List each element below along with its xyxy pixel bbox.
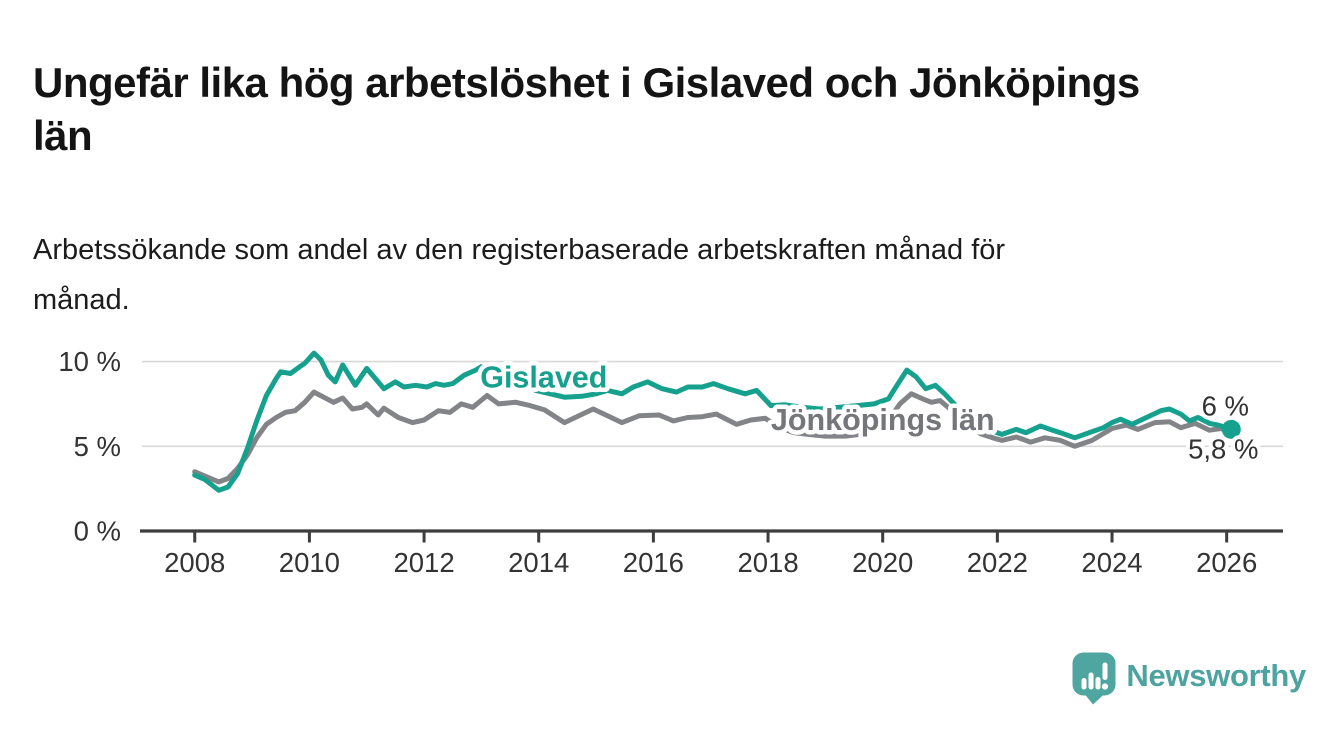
y-axis-tick-label: 10 % [58, 346, 121, 377]
newsworthy-logo-text: Newsworthy [1126, 658, 1306, 693]
series-label-gislaved: Gislaved [480, 361, 607, 395]
series-end-dot [1221, 419, 1241, 439]
x-axis-tick-label: 2020 [852, 547, 913, 578]
y-axis-tick-label: 5 % [74, 431, 121, 462]
x-axis-tick-label: 2008 [164, 547, 225, 578]
page-title: Ungefär lika hög arbetslöshet i Gislaved… [33, 56, 1323, 162]
x-axis-tick-label: 2012 [393, 547, 454, 578]
x-axis-tick-label: 2022 [967, 547, 1028, 578]
x-axis-tick-label: 2026 [1196, 547, 1257, 578]
series-end-value-label: 6 % [1202, 390, 1249, 421]
page-title-line-2: län [33, 112, 93, 160]
page-title-line-1: Ungefär lika hög arbetslöshet i Gislaved… [33, 59, 1140, 107]
series-end-value-label: 5,8 % [1188, 434, 1258, 465]
x-axis-tick-label: 2010 [279, 547, 340, 578]
newsworthy-speech-bubble-bar-chart-icon [1072, 652, 1116, 705]
x-axis-tick-label: 2016 [623, 547, 684, 578]
series-label-j-nk-pings-l-n: Jönköpings län [771, 403, 995, 437]
x-axis-tick-label: 2018 [737, 547, 798, 578]
page-subtitle-line-1: Arbetssökande som andel av den registerb… [33, 234, 1006, 266]
series-line-gislaved [192, 350, 1234, 493]
page-subtitle-line-2: månad. [33, 284, 130, 316]
page-subtitle: Arbetssökande som andel av den registerb… [33, 225, 1263, 325]
series-line-j-nk-pings-l-n [192, 389, 1234, 485]
x-axis-tick-label: 2014 [508, 547, 569, 578]
x-axis-tick-label: 2024 [1081, 547, 1142, 578]
y-axis-tick-label: 0 % [74, 516, 121, 547]
newsworthy-logo: Newsworthy [1072, 652, 1306, 705]
